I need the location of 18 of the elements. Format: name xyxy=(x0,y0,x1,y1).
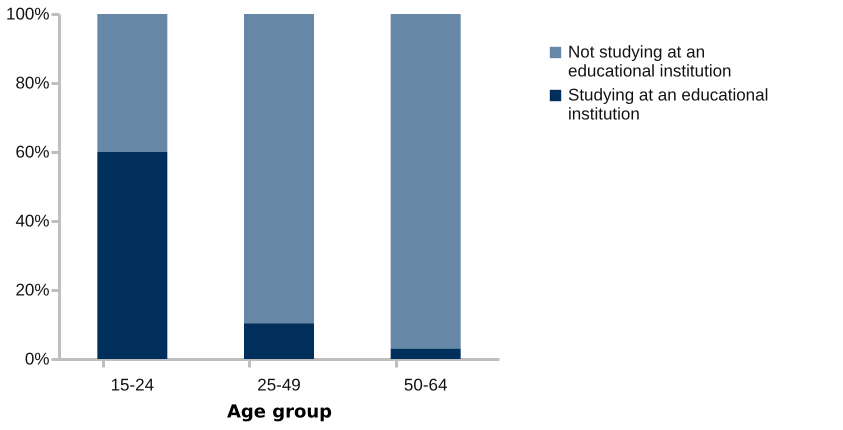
bar xyxy=(390,348,461,359)
x-tick-label: 25-49 xyxy=(257,376,301,394)
y-tick-label: 60% xyxy=(15,142,50,162)
legend-label: Studying at an educational institution xyxy=(568,86,768,124)
x-axis-title: Age group xyxy=(226,402,332,422)
y-tick-label: 40% xyxy=(15,212,50,230)
y-tick-label: 0% xyxy=(24,350,50,368)
y-tick-label: 100% xyxy=(6,4,50,24)
y-tick-label: 20% xyxy=(15,280,50,300)
bar xyxy=(97,14,168,152)
bar xyxy=(97,152,168,359)
legend-label: Not studying at an educational institution xyxy=(568,42,732,80)
bar xyxy=(244,323,314,359)
x-tick-label: 50-64 xyxy=(404,376,448,394)
bar xyxy=(390,14,461,349)
x-tick-label: 15-24 xyxy=(110,376,154,394)
bar xyxy=(244,14,314,324)
y-tick-label: 80% xyxy=(15,74,50,92)
